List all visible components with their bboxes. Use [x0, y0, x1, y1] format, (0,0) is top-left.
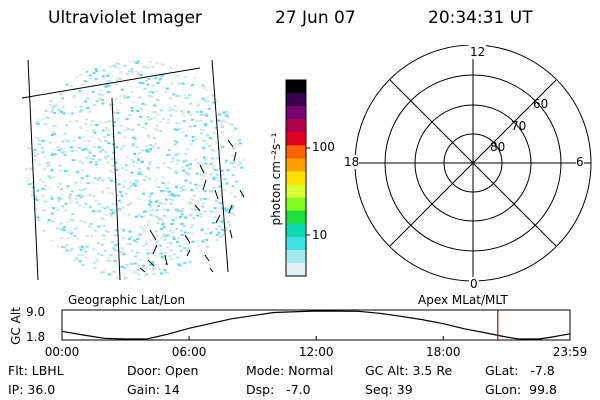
lat-label-60: 60: [533, 97, 549, 111]
colorbar-band: [286, 145, 306, 159]
colorbar-band: [286, 106, 306, 120]
colorbar-band: [286, 158, 306, 173]
orbit-ytick-1.8: 1.8: [26, 330, 46, 344]
orbit-altitude-chart: [61, 309, 571, 341]
dsp-value: Dsp: -7.0: [246, 382, 311, 397]
image-time: 20:34:31 UT: [428, 8, 533, 28]
orbit-ytick-9: 9.0: [26, 305, 46, 319]
colorbar-band: [286, 93, 306, 107]
colorbar-band: [286, 171, 306, 186]
coastline-fragments: [139, 139, 245, 273]
instrument-title: Ultraviolet Imager: [48, 8, 202, 28]
colorbar-gradient: [286, 80, 306, 277]
orbit-altitude-line: [61, 310, 571, 340]
colorbar-band: [286, 210, 306, 225]
mlt-label-18: 18: [344, 155, 360, 169]
geographic-grid-lines: [21, 59, 229, 281]
seq-value: Seq: 39: [365, 382, 413, 397]
apex-polar-plot: [354, 45, 592, 282]
image-date: 27 Jun 07: [275, 8, 356, 28]
colorbar-band: [286, 262, 306, 277]
gain-value: Gain: 14: [127, 382, 180, 397]
colorbar-unit-label: photon cm⁻²s⁻¹: [269, 132, 283, 226]
orbit-xtick-label: 23:59: [552, 345, 588, 359]
colorbar-band: [286, 236, 306, 251]
orbit-xtick-label: 18:00: [425, 345, 461, 359]
colorbar-band: [286, 197, 306, 212]
colorbar-band: [286, 249, 306, 264]
orbit-right-caption: Apex MLat/MLT: [418, 293, 508, 307]
colorbar-band: [286, 223, 306, 238]
glat-value: GLat: -7.8: [485, 363, 555, 378]
ip-value: IP: 36.0: [8, 382, 56, 397]
lat-label-70: 70: [511, 119, 527, 133]
filter-value: Flt: LBHL: [8, 363, 64, 378]
lat-label-80: 80: [490, 140, 506, 154]
colorbar-tick-100: 100: [312, 140, 335, 154]
mode-value: Mode: Normal: [246, 363, 334, 378]
colorbar-band: [286, 132, 306, 146]
mlt-label-0: 0: [469, 277, 479, 291]
mlt-label-12: 12: [469, 45, 487, 59]
glon-value: GLon: 99.8: [485, 382, 557, 397]
colorbar: [285, 79, 310, 277]
uv-geographic-image: [21, 59, 245, 281]
mlt-label-6: 6: [576, 155, 584, 169]
orbit-xtick-label: 06:00: [171, 345, 207, 359]
gc-alt-value: GC Alt: 3.5 Re: [365, 363, 453, 378]
colorbar-band: [286, 119, 306, 133]
colorbar-tick-10: 10: [312, 228, 328, 242]
polar-diagonal-2: [389, 79, 557, 247]
door-status: Door: Open: [127, 363, 199, 378]
orbit-left-caption: Geographic Lat/Lon: [68, 293, 186, 307]
colorbar-band: [286, 184, 306, 199]
colorbar-band: [286, 80, 306, 94]
orbit-xtick-label: 00:00: [44, 345, 80, 359]
orbit-plot-frame: [61, 309, 571, 341]
orbit-xtick-label: 12:00: [298, 345, 334, 359]
